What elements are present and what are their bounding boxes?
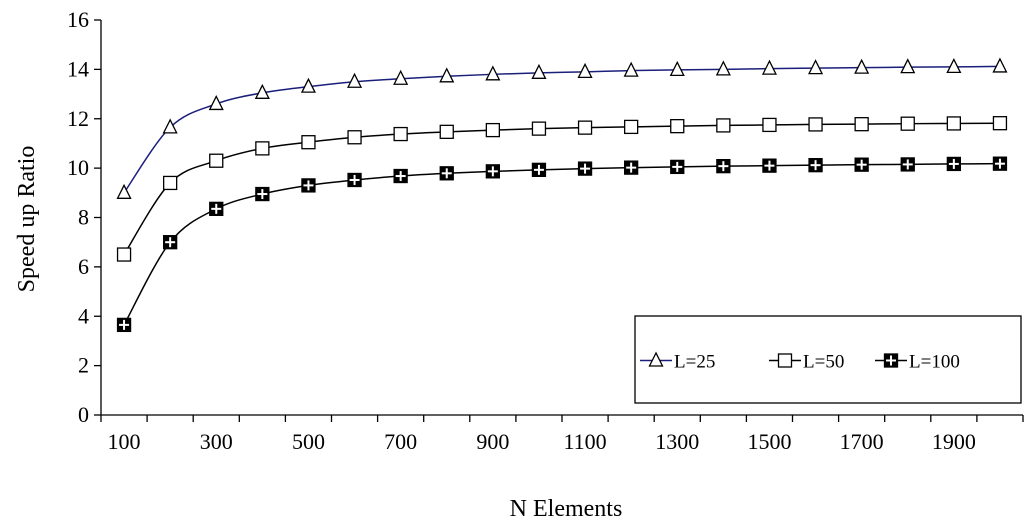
series-2-point [255,186,270,202]
series-markers-group [116,57,1008,333]
x-tick-label: 1900 [932,429,976,454]
legend-marker-1 [777,353,793,368]
series-2-point [946,156,961,172]
series-0-point [439,67,455,83]
legend-marker-2 [883,353,899,368]
series-2-point [624,160,639,175]
series-2-point [301,178,316,193]
series-2-point [116,317,132,333]
y-tick-label: 14 [67,56,89,81]
series-0-point [946,57,962,74]
legend-label-0: L=25 [674,352,715,373]
series-0-point [577,62,593,78]
series-0-point [854,58,870,74]
legend-marker-0 [648,351,664,367]
series-1-point [393,126,408,142]
legend-label-1: L=50 [803,352,844,373]
series-2-point [485,164,501,179]
series-2-point [162,235,178,250]
ticks-group: 0 2 4 6 8 10 12 14 16 100 300 500 700 900 1100 1300 1500… [67,7,1024,454]
series-0-point [900,58,916,74]
x-axis-title: N Elements [510,496,623,522]
series-1-point [670,119,685,134]
series-0-point [346,72,363,88]
x-tick-label: 100 [108,429,141,454]
series-2-point [900,157,915,172]
series-1-point [946,116,961,131]
series-0-point [485,65,501,81]
series-1-point [716,118,731,133]
y-tick-label: 2 [78,353,89,378]
y-axis-title: Speed up Ratio [14,146,40,293]
legend-box [634,315,1022,404]
series-0-point [761,59,778,75]
series-1-point [209,153,224,168]
series-2-point [577,161,593,176]
series-2-point [808,158,823,173]
series-0-point [669,60,685,77]
series-1-point [485,122,501,138]
series-1-point [900,116,915,131]
series-2-point [992,156,1008,171]
series-1-point [162,175,178,191]
x-tick-label: 500 [292,429,325,454]
y-tick-label: 4 [78,303,89,328]
series-0-point [992,57,1008,73]
series-1-point [116,247,132,262]
series-1-point [301,135,316,150]
x-tick-label: 1300 [655,429,699,454]
x-tick-label: 1700 [840,429,884,454]
series-2-point [347,172,362,188]
legend: L=25 L=50 L=100 [634,315,1022,404]
x-tick-label: 300 [200,429,233,454]
y-tick-label: 10 [67,155,89,180]
x-tick-label: 1100 [563,429,606,454]
series-1-point [992,116,1008,131]
y-tick-label: 0 [78,402,89,427]
series-1-point [854,117,869,132]
series-1-point [531,121,547,136]
series-2-point [762,158,777,173]
series-0-point [393,69,409,85]
legend-label-2: L=100 [909,352,960,373]
series-0-point [300,77,317,93]
series-1-point [255,141,270,156]
series-0-point [254,83,270,99]
series-1-point [439,124,454,139]
series-0-point [807,59,824,75]
series-2-point [531,162,547,178]
series-2-point [209,201,224,217]
y-tick-label: 6 [78,254,89,279]
series-0-point [208,94,224,111]
series-0-point [116,183,132,199]
series-0-point [162,118,178,134]
series-1-point [808,117,823,132]
series-0-point [531,63,547,79]
series-1-point [762,117,777,133]
series-1-point [624,119,639,135]
series-0-point [715,60,731,76]
series-2-point [439,166,454,181]
series-2-point [716,158,731,174]
y-tick-label: 12 [67,106,89,131]
series-1-point [347,130,362,145]
series-2-point [393,168,408,184]
y-tick-label: 16 [67,7,89,32]
series-2-point [670,159,685,175]
x-tick-label: 1500 [747,429,791,454]
series-2-point [854,157,869,172]
x-tick-label: 700 [384,429,417,454]
series-0-point [623,61,639,77]
y-tick-label: 8 [78,205,89,230]
x-tick-label: 900 [476,429,509,454]
series-1-point [577,120,593,135]
